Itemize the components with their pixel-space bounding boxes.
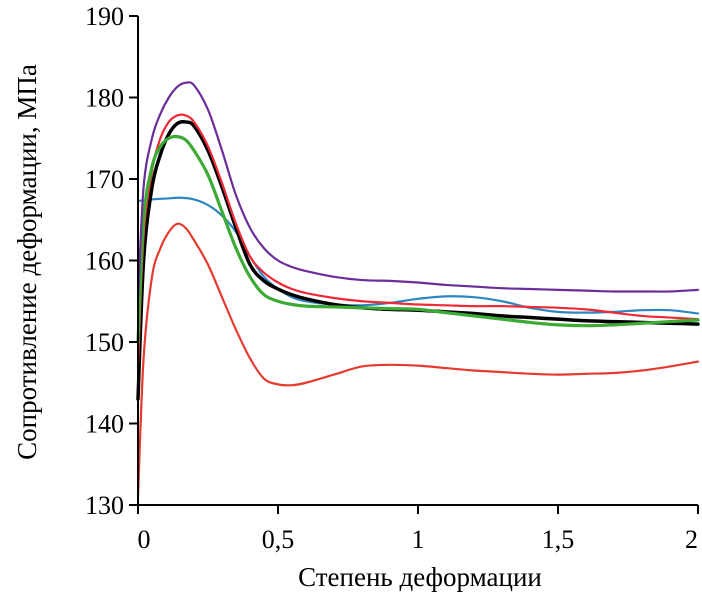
series-line-4	[136, 113, 700, 368]
plot-series	[136, 81, 700, 498]
y-tick-label: 130	[85, 491, 124, 520]
y-tick-label: 180	[85, 84, 124, 113]
series-line-6	[136, 81, 700, 303]
y-tick-label: 150	[85, 328, 124, 357]
y-axis-label: Сопротивление деформации, МПа	[12, 64, 42, 460]
x-tick-label: 1	[412, 525, 425, 554]
series-line-5	[136, 134, 700, 344]
y-tick-label: 190	[85, 2, 124, 31]
series-line-1	[136, 222, 700, 498]
x-tick-label: 1,5	[542, 525, 575, 554]
x-axis-label: Степень деформации	[298, 562, 542, 592]
x-tick-label: 0,5	[262, 525, 295, 554]
x-ticks: 0 0,5 1 1,5 2	[137, 505, 699, 554]
axes	[137, 16, 698, 506]
y-tick-label: 170	[85, 165, 124, 194]
x-tick-label: 0	[138, 525, 151, 554]
y-ticks: 130 140 150 160 170 180 190	[85, 2, 138, 520]
series-line-3	[136, 119, 700, 401]
x-tick-label: 2	[685, 525, 698, 554]
y-tick-label: 160	[85, 247, 124, 276]
y-tick-label: 140	[85, 410, 124, 439]
